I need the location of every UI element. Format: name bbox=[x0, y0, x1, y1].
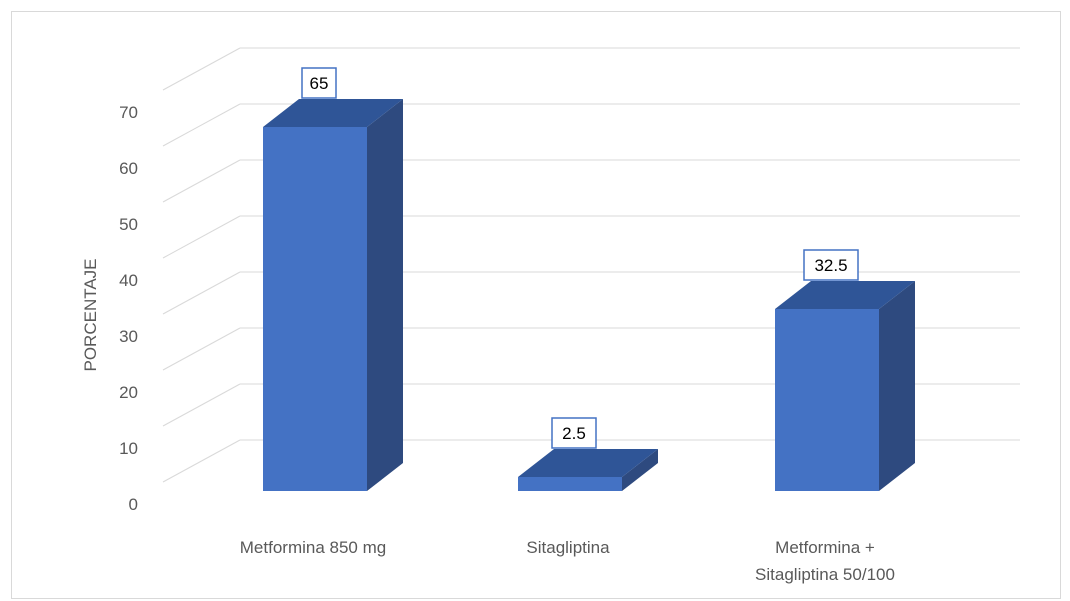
bar-top-face bbox=[263, 99, 403, 127]
data-label-box bbox=[551, 417, 597, 449]
bar-front-face bbox=[263, 127, 367, 491]
bar-front-face bbox=[775, 309, 879, 491]
data-label-box bbox=[803, 249, 859, 281]
y-axis-title: PORCENTAJE bbox=[81, 258, 100, 371]
y-tick-label: 0 bbox=[129, 495, 138, 514]
y-tick-label: 10 bbox=[119, 439, 138, 458]
bar-side-face bbox=[879, 281, 915, 491]
y-tick-label: 20 bbox=[119, 383, 138, 402]
bars: 65 2.5 32.5 bbox=[263, 67, 915, 491]
x-category-label: Metformina 850 mg bbox=[240, 538, 386, 557]
data-label: 32.5 bbox=[803, 249, 859, 281]
x-category-label: Metformina + bbox=[775, 538, 875, 557]
x-axis-categories: Metformina 850 mg Sitagliptina Metformina … bbox=[240, 538, 895, 584]
gridline-diagonal bbox=[162, 271, 241, 315]
bar-1 bbox=[263, 99, 403, 491]
gridline-diagonal bbox=[162, 327, 241, 371]
data-label: 2.5 bbox=[551, 417, 597, 449]
gridline-diagonal bbox=[162, 383, 241, 427]
data-label-text: 2.5 bbox=[562, 424, 586, 443]
data-label-text: 65 bbox=[310, 74, 329, 93]
data-label-text: 32.5 bbox=[814, 256, 847, 275]
bar-3 bbox=[775, 281, 915, 491]
y-tick-label: 30 bbox=[119, 327, 138, 346]
data-label: 65 bbox=[301, 67, 337, 99]
y-tick-label: 40 bbox=[119, 271, 138, 290]
y-tick-label: 50 bbox=[119, 215, 138, 234]
y-tick-label: 60 bbox=[119, 159, 138, 178]
bar-top-face bbox=[518, 449, 658, 477]
bar-2 bbox=[518, 449, 658, 491]
data-label-box bbox=[301, 67, 337, 99]
bar-side-face bbox=[622, 449, 658, 491]
gridline-diagonal bbox=[162, 439, 241, 483]
bar-front-face bbox=[518, 477, 622, 491]
y-axis-ticks: 0 10 20 30 40 50 60 70 bbox=[119, 103, 138, 514]
gridline-diagonal bbox=[162, 47, 241, 91]
bar-top-face bbox=[775, 281, 915, 309]
gridline-diagonal bbox=[162, 103, 241, 147]
gridline-diagonal bbox=[162, 159, 241, 203]
bar-side-face bbox=[367, 99, 403, 491]
y-tick-label: 70 bbox=[119, 103, 138, 122]
x-category-label: Sitagliptina bbox=[526, 538, 610, 557]
x-category-label: Sitagliptina 50/100 bbox=[755, 565, 895, 584]
gridline-diagonal bbox=[162, 215, 241, 259]
